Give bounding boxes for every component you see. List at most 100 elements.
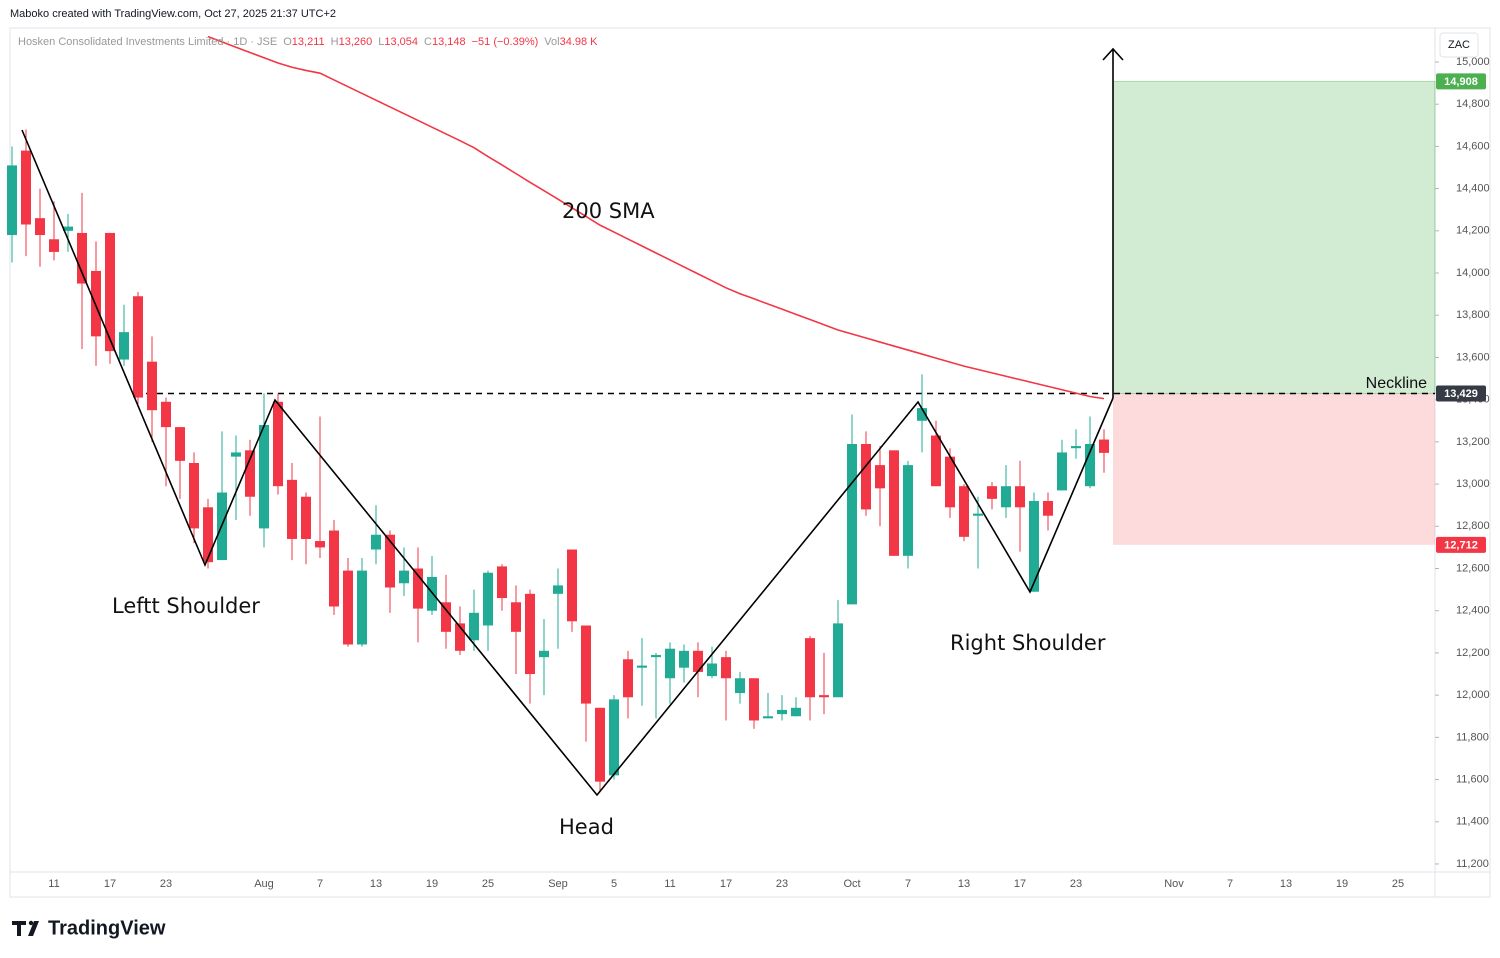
x-tick-label: 23 (776, 878, 788, 890)
change: −51 (−0.39%) (472, 36, 539, 48)
candle-body (1043, 500, 1053, 516)
candle-body (7, 165, 17, 236)
x-tick-label: Oct (843, 878, 860, 890)
price-tag (1436, 385, 1486, 402)
symbol-header: Hosken Consolidated Investments Limited … (18, 36, 598, 48)
candle-body (1085, 443, 1095, 487)
x-tick-label: 11 (664, 878, 675, 890)
candle-body (833, 623, 843, 698)
candle-body (259, 424, 269, 529)
candle-body (77, 232, 87, 284)
y-tick-label: 13,000 (1456, 478, 1490, 490)
x-tick-label: Nov (1164, 878, 1184, 890)
candle-body (679, 650, 689, 668)
price-tag (1436, 73, 1486, 90)
candle-body (567, 549, 577, 622)
candle-body (791, 707, 801, 717)
candle-body (763, 716, 773, 719)
y-tick-label: 12,800 (1456, 520, 1490, 532)
candle-body (609, 699, 619, 776)
candle-body (651, 655, 661, 658)
y-tick-label: 11,200 (1456, 858, 1489, 870)
x-tick-label: 11 (48, 878, 59, 890)
candle-body (595, 707, 605, 782)
chart-frame (9, 27, 1491, 898)
y-tick-label: 14,000 (1456, 267, 1490, 279)
candle-body (63, 226, 73, 231)
x-tick-label: 19 (1336, 878, 1348, 890)
candle-body (21, 150, 31, 225)
candle-body (49, 239, 59, 252)
ohlc-label: H (331, 36, 339, 48)
credit: Maboko created with TradingView.com, Oct… (10, 8, 336, 20)
candle-body (539, 650, 549, 658)
candle-body (805, 638, 815, 698)
x-tick-label: 25 (482, 878, 494, 890)
candle-body (931, 435, 941, 487)
logo-dot (28, 920, 34, 926)
x-tick-label: 13 (958, 878, 970, 890)
candle-body (231, 452, 241, 457)
logo-mark (12, 921, 39, 936)
candle-body (287, 479, 297, 539)
candle-body (203, 507, 213, 563)
x-tick-label: 19 (426, 878, 438, 890)
symbol-title: Hosken Consolidated Investments Limited … (18, 36, 277, 48)
candle-body (553, 585, 563, 594)
candle-body (175, 427, 185, 461)
candle-body (245, 450, 255, 497)
candle-body (371, 534, 381, 550)
price-tag-label: 14,908 (1444, 76, 1478, 88)
x-tick-label: Sep (548, 878, 568, 890)
candle-body (399, 570, 409, 584)
logo-text: TradingView (48, 917, 166, 939)
candle-body (945, 456, 955, 508)
x-tick-label: 13 (1280, 878, 1292, 890)
x-tick-label: 17 (720, 878, 732, 890)
candle-body (693, 650, 703, 672)
candle-body (581, 625, 591, 704)
candle-body (875, 465, 885, 489)
y-tick-label: 14,200 (1456, 225, 1490, 237)
y-tick-label: 14,600 (1456, 140, 1490, 152)
ohlc-label: O (283, 36, 292, 48)
neckline-label: Neckline (1366, 375, 1427, 392)
candle-body (497, 566, 507, 599)
candle-body (1071, 446, 1081, 449)
candle-body (189, 462, 199, 529)
x-tick-label: 25 (1392, 878, 1404, 890)
y-tick-label: 13,800 (1456, 309, 1490, 321)
candle-body (1057, 452, 1067, 491)
candle-body (917, 408, 927, 421)
y-tick-label: 12,600 (1456, 562, 1490, 574)
volume-label: Vol (544, 36, 559, 48)
x-tick-label: 23 (1070, 878, 1082, 890)
price-tag-label: 13,429 (1444, 388, 1478, 400)
candle-body (273, 401, 283, 487)
candle-body (623, 659, 633, 698)
ohlc-value: 13,148 (432, 36, 466, 48)
ohlc-label: C (424, 36, 432, 48)
candle-body (147, 361, 157, 411)
y-tick-label: 12,000 (1456, 689, 1490, 701)
ohlc-value: 13,054 (384, 36, 418, 48)
target-zone (1112, 80, 1436, 395)
candle-body (749, 678, 759, 721)
candle-body (133, 296, 143, 398)
y-tick-label: 11,400 (1456, 816, 1489, 828)
candle-body (959, 486, 969, 537)
candle-body (315, 541, 325, 548)
x-tick-label: 17 (104, 878, 116, 890)
candle-body (301, 496, 311, 539)
x-tick-label: 5 (611, 878, 617, 890)
currency-box[interactable] (1439, 32, 1479, 58)
candle-body (903, 465, 913, 556)
logo: TradingView (12, 917, 166, 939)
ohlc-label: L (378, 36, 384, 48)
candle-body (847, 443, 857, 605)
x-tick-label: Aug (254, 878, 274, 890)
y-tick-label: 11,600 (1456, 773, 1489, 785)
candle-body (735, 678, 745, 694)
y-tick-label: 12,400 (1456, 605, 1490, 617)
candle-body (343, 570, 353, 645)
